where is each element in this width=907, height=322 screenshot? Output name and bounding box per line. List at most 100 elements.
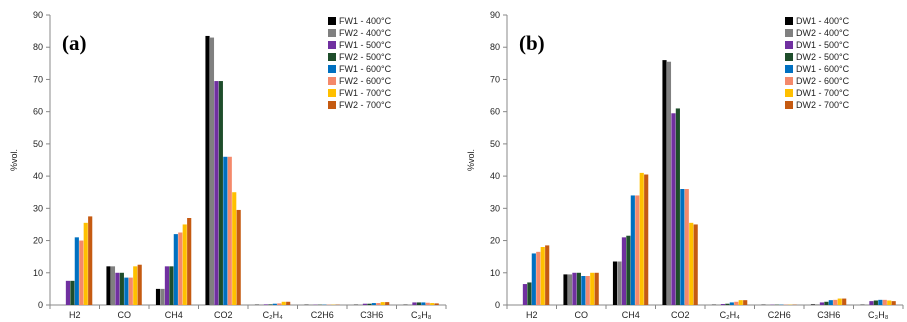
- y-tick-label: 20: [33, 236, 43, 246]
- x-tick-label: H2: [69, 310, 81, 320]
- legend-label: FW2 - 500°C: [339, 52, 392, 62]
- bar-b-s7-c5: [738, 300, 743, 305]
- bar-a-s5-c7: [371, 303, 376, 305]
- y-tick-label: 90: [490, 10, 500, 20]
- chart-b-svg: 0 10 20 30 40 50 60 70 80 90 %vol. H2 CO CH4 CO2 C₂H₄ C2…: [466, 10, 904, 320]
- bar-b-s3-c4: [671, 113, 676, 306]
- bar-a-s4-c4: [218, 81, 223, 305]
- bar-b-s2-c3: [617, 261, 622, 305]
- bar-b-s5-c1: [531, 253, 536, 305]
- bar-a-s3-c8: [412, 302, 417, 305]
- bar-a-s1-c4: [205, 35, 210, 305]
- x-tick-label: C3H6: [360, 310, 383, 320]
- bar-b-s8-c7: [842, 298, 847, 305]
- legend-label: DW2 - 600°C: [796, 76, 850, 86]
- legend-label: FW1 - 600°C: [339, 64, 392, 74]
- legend-label: DW1 - 400°C: [796, 16, 850, 26]
- legend-swatch: [328, 17, 336, 25]
- bar-b-s6-c8: [882, 299, 887, 305]
- y-tick-label: 50: [33, 139, 43, 149]
- bar-a-s1-c3: [155, 288, 161, 305]
- bar-a-s2-c4: [209, 37, 215, 306]
- bar-a-s4-c8: [416, 302, 421, 305]
- y-tick-label: 0: [38, 300, 43, 310]
- legend-swatch: [785, 41, 793, 49]
- x-tick-label: H2: [526, 310, 538, 320]
- legend-swatch: [328, 77, 336, 85]
- bar-a-s6-c2: [128, 277, 133, 305]
- bar-a-s5-c1: [74, 237, 79, 305]
- bar-b-s5-c8: [878, 299, 883, 305]
- chart-a-svg: 0 10 20 30 40 50 60 70 80 90 %vol. H2 CO CH4 CO2 C₂H₄ C2…: [9, 10, 447, 320]
- legend-label: FW2 - 400°C: [339, 28, 392, 38]
- legend-label: FW1 - 400°C: [339, 16, 392, 26]
- legend-swatch: [785, 89, 793, 97]
- legend-swatch: [785, 53, 793, 61]
- bar-b-s7-c8: [887, 300, 892, 305]
- y-tick-label: 90: [33, 10, 43, 20]
- bar-a-s7-c7: [380, 302, 385, 305]
- panel-label: (a): [62, 31, 87, 55]
- bar-b-s5-c7: [828, 300, 833, 305]
- x-tick-label: CO: [575, 310, 589, 320]
- bar-b-s6-c3: [635, 195, 640, 305]
- x-tick-label: CO2: [214, 310, 233, 320]
- bar-b-s7-c3: [639, 172, 644, 305]
- bar-a-s8-c5: [286, 301, 291, 305]
- bar-b-s4-c3: [626, 235, 631, 305]
- bar-a-s4-c5: [268, 304, 273, 305]
- bar-a-s4-c1: [70, 280, 75, 305]
- x-tick-label: C₂H₄: [720, 310, 740, 320]
- legend-swatch: [328, 89, 336, 97]
- bar-a-s1-c2: [106, 266, 111, 305]
- bar-b-s1-c2: [563, 274, 568, 305]
- bar-b-s6-c5: [734, 301, 739, 305]
- bar-b-s4-c7: [824, 301, 829, 305]
- bar-b-s4-c4: [675, 108, 680, 305]
- bar-a-s5-c5: [272, 303, 277, 305]
- bar-b-s3-c1: [522, 284, 527, 305]
- bar-b-s8-c8: [891, 301, 896, 305]
- bar-a-s8-c1: [88, 216, 93, 305]
- legend-swatch: [328, 65, 336, 73]
- bar-b-s4-c5: [725, 303, 730, 305]
- legend-swatch: [785, 101, 793, 109]
- x-tick-label: CH4: [165, 310, 183, 320]
- bar-a-s6-c1: [79, 240, 84, 305]
- x-tick-label: C₃H₈: [411, 310, 432, 320]
- y-axis-label: %vol.: [9, 149, 19, 171]
- bar-a-s4-c3: [169, 266, 174, 305]
- y-tick-label: 80: [33, 42, 43, 52]
- legend-label: DW2 - 500°C: [796, 52, 850, 62]
- bar-b-s3-c2: [572, 272, 577, 305]
- bar-a-s8-c4: [236, 209, 241, 305]
- x-tick-label: C3H6: [817, 310, 840, 320]
- legend-label: FW2 - 600°C: [339, 76, 392, 86]
- y-axis-label: %vol.: [466, 149, 476, 171]
- bar-a-s6-c5: [277, 303, 282, 305]
- legend-swatch: [785, 65, 793, 73]
- legend-swatch: [785, 77, 793, 85]
- bar-a-s5-c3: [173, 234, 178, 305]
- x-tick-label: C₂H₄: [263, 310, 283, 320]
- bar-a-s7-c8: [430, 303, 435, 305]
- y-tick-label: 10: [490, 268, 500, 278]
- bar-b-s3-c3: [621, 237, 626, 305]
- bar-a-s6-c3: [178, 232, 183, 305]
- bar-b-s4-c1: [527, 282, 532, 305]
- bar-b-s1-c4: [662, 60, 667, 305]
- bar-b-s1-c7: [810, 304, 816, 305]
- bar-a-s7-c2: [133, 266, 138, 305]
- bar-b-s6-c7: [833, 299, 838, 305]
- bar-b-s6-c4: [684, 189, 689, 305]
- legend-swatch: [328, 101, 336, 109]
- bar-a-s3-c3: [164, 266, 169, 305]
- bar-a-s5-c2: [124, 277, 129, 305]
- bar-b-s3-c8: [869, 301, 874, 305]
- bar-b-s2-c2: [567, 274, 573, 305]
- bar-b-s7-c4: [689, 222, 694, 305]
- legend-label: DW2 - 400°C: [796, 28, 850, 38]
- bar-a-s8-c8: [434, 303, 439, 305]
- y-tick-label: 20: [490, 236, 500, 246]
- bar-b-s8-c1: [545, 245, 550, 305]
